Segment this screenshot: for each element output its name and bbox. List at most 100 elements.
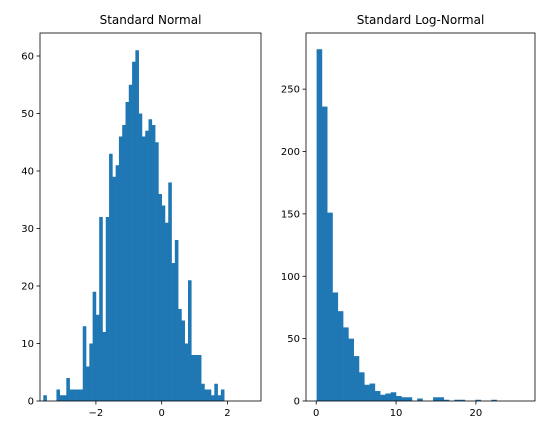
standard-log-normal-y-tick-label: 100 bbox=[281, 272, 300, 283]
standard-normal-bar bbox=[207, 389, 212, 401]
standard-normal-bar bbox=[155, 142, 159, 401]
standard-normal-bar bbox=[86, 366, 90, 401]
standard-normal-bar bbox=[184, 343, 189, 401]
standard-normal-bar bbox=[164, 222, 169, 401]
standard-log-normal-bar bbox=[316, 49, 323, 401]
standard-normal-y-tick-label: 40 bbox=[21, 167, 34, 178]
standard-normal-bar bbox=[141, 136, 146, 401]
standard-log-normal-bar bbox=[358, 372, 365, 401]
standard-log-normal-bar bbox=[353, 356, 360, 401]
standard-log-normal-bars bbox=[316, 49, 497, 401]
standard-log-normal-y-tick-label: 150 bbox=[281, 209, 300, 220]
standard-normal-y-ticks: 0 10 20 30 40 50 60 bbox=[21, 52, 40, 408]
standard-log-normal-bar bbox=[406, 397, 413, 401]
standard-normal-bar bbox=[109, 153, 113, 401]
standard-normal-bar bbox=[161, 205, 166, 401]
standard-log-normal-bar bbox=[369, 383, 376, 401]
standard-log-normal-bar bbox=[459, 399, 466, 401]
standard-log-normal-bar bbox=[438, 397, 444, 401]
standard-log-normal-bar bbox=[443, 399, 450, 401]
standard-normal-bar bbox=[59, 395, 64, 401]
standard-log-normal-bar bbox=[332, 292, 339, 401]
standard-log-normal-bar bbox=[417, 398, 423, 401]
standard-log-normal-y-tick-label: 200 bbox=[281, 147, 300, 158]
standard-normal-bar bbox=[197, 355, 202, 401]
standard-normal-bar bbox=[211, 395, 215, 401]
standard-normal-bar bbox=[89, 343, 93, 401]
standard-normal-bar bbox=[201, 383, 205, 401]
standard-log-normal-x-ticks: 0 10 20 bbox=[313, 401, 482, 419]
standard-normal-bar bbox=[105, 217, 110, 401]
standard-normal-bar bbox=[125, 102, 130, 401]
standard-normal-bar bbox=[187, 280, 192, 401]
standard-normal-axes-frame bbox=[39, 32, 262, 402]
standard-normal-x-tick-label: −2 bbox=[89, 408, 104, 419]
standard-normal-bar bbox=[128, 84, 133, 401]
standard-log-normal-bar bbox=[321, 106, 328, 401]
standard-log-normal-y-tick-label: 250 bbox=[281, 85, 300, 96]
standard-normal-y-tick-label: 30 bbox=[21, 224, 34, 235]
standard-log-normal-bar bbox=[348, 338, 354, 401]
standard-log-normal-bar bbox=[327, 212, 333, 401]
standard-log-normal-axes-frame bbox=[305, 32, 536, 402]
standard-log-normal-bar bbox=[401, 397, 407, 401]
standard-normal-bar bbox=[171, 263, 176, 401]
standard-normal-bar bbox=[99, 217, 103, 401]
standard-normal-x-tick-label: 0 bbox=[158, 408, 164, 419]
standard-normal-y-tick-label: 10 bbox=[21, 339, 34, 350]
standard-log-normal-y-tick-label: 50 bbox=[287, 334, 300, 345]
standard-normal-bar bbox=[102, 332, 107, 401]
standard-normal-bar bbox=[191, 355, 195, 401]
standard-normal-y-tick-label: 50 bbox=[21, 109, 34, 120]
standard-normal-bar bbox=[132, 61, 136, 401]
standard-log-normal-y-ticks: 0 50 100 150 200 250 bbox=[281, 85, 306, 408]
standard-normal-bar bbox=[181, 320, 185, 401]
standard-normal-bar bbox=[112, 176, 116, 401]
standard-normal-bar bbox=[138, 113, 143, 401]
standard-normal-bar bbox=[69, 389, 74, 401]
standard-normal-bar bbox=[178, 309, 182, 401]
standard-normal-bar bbox=[214, 383, 218, 401]
standard-normal-bar bbox=[115, 165, 120, 401]
standard-normal-bar bbox=[122, 125, 126, 401]
standard-log-normal-x-tick-label: 10 bbox=[390, 408, 403, 419]
standard-log-normal-bar bbox=[374, 391, 381, 401]
standard-normal-bar bbox=[76, 389, 80, 401]
standard-normal-bar bbox=[66, 378, 70, 401]
standard-normal-bars bbox=[43, 50, 225, 401]
standard-log-normal-bar bbox=[475, 399, 482, 401]
standard-normal-bar bbox=[72, 389, 77, 401]
standard-normal-bar bbox=[79, 389, 84, 401]
standard-normal-y-tick-label: 0 bbox=[28, 397, 34, 408]
standard-normal-bar bbox=[217, 395, 222, 401]
standard-normal-bar bbox=[135, 50, 139, 401]
standard-log-normal-bar bbox=[343, 327, 349, 401]
standard-normal-y-tick-label: 20 bbox=[21, 282, 34, 293]
standard-log-normal-subplot: Standard Log-Normal 0 10 20 0 50 100 150 200 25… bbox=[281, 13, 536, 419]
standard-normal-bar bbox=[204, 389, 209, 401]
standard-log-normal-bar bbox=[380, 394, 386, 401]
standard-log-normal-bar bbox=[396, 396, 402, 401]
standard-log-normal-bar bbox=[385, 393, 392, 401]
standard-log-normal-y-tick-label: 0 bbox=[294, 397, 300, 408]
standard-log-normal-bar bbox=[433, 397, 439, 401]
standard-normal-bar bbox=[220, 389, 225, 401]
standard-normal-y-tick-label: 60 bbox=[21, 52, 34, 63]
standard-normal-x-tick-label: 2 bbox=[224, 408, 230, 419]
standard-normal-bar bbox=[158, 194, 162, 401]
standard-log-normal-x-tick-label: 0 bbox=[313, 408, 319, 419]
standard-log-normal-bar bbox=[364, 384, 370, 401]
standard-normal-bar bbox=[56, 389, 61, 401]
standard-log-normal-title: Standard Log-Normal bbox=[357, 13, 485, 27]
standard-log-normal-x-tick-label: 20 bbox=[470, 408, 483, 419]
standard-normal-bar bbox=[168, 182, 172, 401]
standard-normal-bar bbox=[151, 125, 156, 401]
standard-log-normal-bar bbox=[491, 399, 497, 401]
standard-normal-bar bbox=[174, 240, 179, 401]
standard-normal-title: Standard Normal bbox=[100, 13, 202, 27]
standard-normal-bar bbox=[145, 130, 149, 401]
standard-normal-bar bbox=[118, 136, 123, 401]
standard-normal-subplot: Standard Normal −2 0 2 0 10 20 30 40 50 60 bbox=[21, 13, 262, 419]
